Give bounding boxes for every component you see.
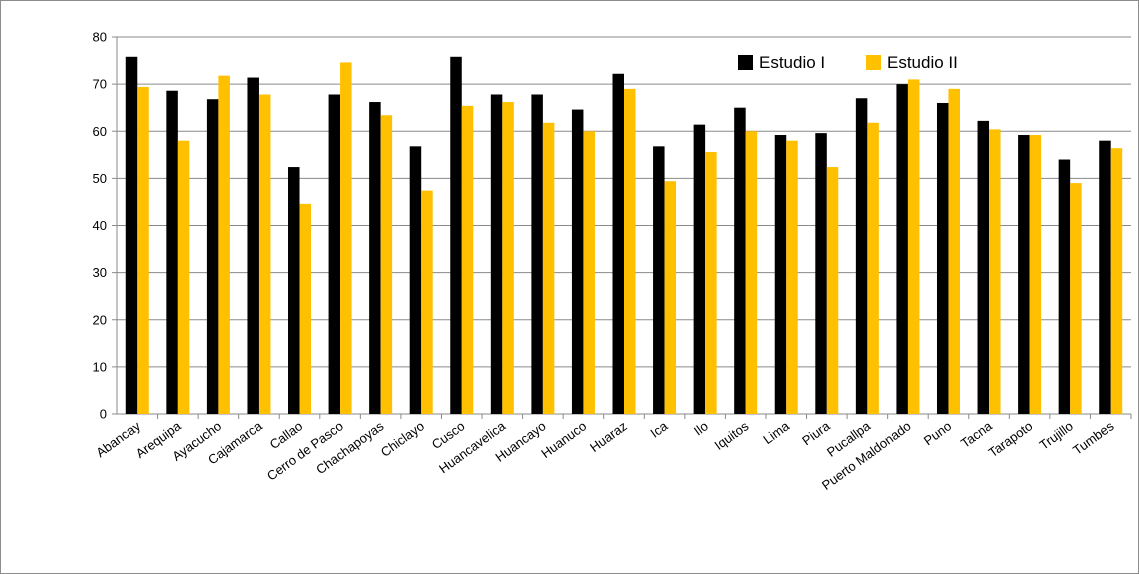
x-tick-label-ica: Ica: [647, 418, 670, 441]
bar-estudio-ii-pucallpa: [867, 122, 879, 414]
x-tick-label-huanuco: Huanuco: [538, 418, 589, 461]
bar-estudio-ii-huancayo: [542, 122, 555, 414]
x-tick-label-chiclayo: Chiclayo: [378, 418, 427, 459]
y-tick-label-20: 20: [93, 312, 107, 327]
bar-estudio-ii-ayacucho: [218, 75, 230, 414]
bar-estudio-i-huaraz: [612, 73, 624, 414]
bar-estudio-ii-tarapoto: [1029, 135, 1042, 414]
bar-estudio-ii-puerto-maldonado: [907, 79, 920, 414]
bar-estudio-ii-cajamarca: [258, 94, 271, 415]
y-tick-label-10: 10: [93, 359, 107, 374]
bar-estudio-i-abancay: [125, 56, 138, 414]
bar-estudio-ii-puno: [948, 88, 960, 415]
y-tick-label-30: 30: [93, 265, 107, 280]
legend: Estudio I Estudio II: [738, 53, 958, 72]
y-tick-label-50: 50: [93, 171, 107, 186]
bars: [125, 56, 1123, 415]
bar-estudio-ii-ica: [664, 181, 677, 414]
bar-estudio-i-cajamarca: [247, 77, 259, 414]
bar-estudio-ii-huaraz: [624, 88, 636, 415]
bar-estudio-i-piura: [815, 133, 827, 414]
bar-estudio-i-ayacucho: [206, 99, 219, 414]
bar-estudio-i-cusco: [450, 56, 462, 414]
bar-estudio-ii-lima: [786, 140, 798, 415]
bar-estudio-i-tarapoto: [1018, 135, 1030, 414]
bar-estudio-ii-cusco: [461, 105, 474, 415]
x-tick-label-tarapoto: Tarapoto: [986, 418, 1036, 460]
bar-estudio-ii-arequipa: [177, 140, 190, 415]
bar-estudio-i-tacna: [977, 120, 990, 414]
bar-estudio-i-tumbes: [1099, 140, 1111, 415]
bar-estudio-ii-tacna: [989, 129, 1001, 415]
bar-estudio-ii-huancavelica: [502, 102, 514, 414]
bar-estudio-ii-ilo: [705, 151, 717, 415]
legend-swatch-estudio-2: [866, 55, 881, 70]
y-tick-label-80: 80: [93, 30, 107, 45]
y-tick-label-40: 40: [93, 218, 107, 233]
bar-estudio-i-trujillo: [1058, 159, 1071, 414]
bar-estudio-i-huanuco: [571, 109, 584, 414]
bar-estudio-i-puerto-maldonado: [896, 84, 908, 414]
y-tick-labels: 0 10 20 30 40 50 60 70 80: [93, 30, 107, 422]
bar-estudio-ii-chachapoyas: [380, 115, 393, 414]
bar-estudio-ii-tumbes: [1110, 148, 1123, 414]
bar-estudio-i-callao: [288, 167, 300, 414]
bar-estudio-i-huancayo: [531, 94, 543, 415]
x-tick-label-huaraz: Huaraz: [587, 418, 630, 455]
x-tick-label-tumbes: Tumbes: [1070, 418, 1117, 458]
bar-estudio-i-arequipa: [166, 90, 178, 414]
x-tick-label-trujillo: Trujillo: [1037, 418, 1076, 452]
x-tick-label-lima: Lima: [760, 418, 792, 447]
bar-estudio-ii-chiclayo: [421, 190, 433, 414]
bar-estudio-ii-callao: [299, 203, 312, 414]
y-tick-label-70: 70: [93, 77, 107, 92]
bar-estudio-i-ica: [653, 146, 665, 414]
bar-estudio-i-pucallpa: [855, 98, 868, 414]
legend-label-estudio-2: Estudio II: [887, 53, 958, 72]
bar-estudio-ii-cerro-de-pasco: [340, 62, 352, 414]
legend-label-estudio-1: Estudio I: [759, 53, 825, 72]
bar-estudio-i-chachapoyas: [369, 102, 381, 414]
bar-estudio-i-cerro-de-pasco: [328, 94, 341, 415]
bar-estudio-ii-iquitos: [745, 131, 758, 414]
bar-estudio-i-iquitos: [734, 107, 746, 414]
bar-estudio-i-lima: [774, 135, 787, 414]
bar-estudio-i-chiclayo: [409, 146, 422, 414]
bar-estudio-i-ilo: [693, 124, 706, 414]
x-tick-label-iquitos: Iquitos: [712, 418, 752, 453]
bar-estudio-i-huancavelica: [490, 94, 503, 415]
legend-swatch-estudio-1: [738, 55, 753, 70]
bar-estudio-ii-abancay: [137, 86, 149, 414]
y-tick-label-0: 0: [100, 407, 107, 422]
x-tick-label-ilo: Ilo: [691, 418, 711, 438]
bar-estudio-ii-trujillo: [1070, 183, 1082, 414]
bar-estudio-ii-piura: [826, 167, 839, 414]
bar-estudio-i-puno: [936, 102, 949, 414]
x-tick-label-puno: Puno: [921, 418, 954, 448]
bar-estudio-ii-huanuco: [583, 131, 595, 414]
y-tick-label-60: 60: [93, 124, 107, 139]
